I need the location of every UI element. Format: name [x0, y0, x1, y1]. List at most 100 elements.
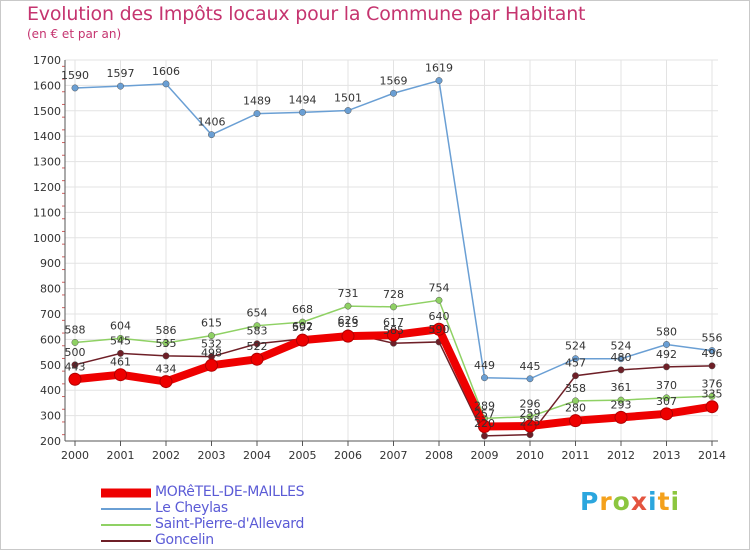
data-label: 457 — [565, 357, 586, 370]
data-label: 524 — [565, 340, 586, 353]
data-label: 307 — [656, 395, 677, 408]
y-tick-label: 900 — [40, 257, 61, 270]
data-point — [663, 363, 670, 371]
data-label: 1606 — [152, 65, 180, 78]
data-label: 280 — [565, 402, 586, 415]
data-label: 522 — [247, 340, 268, 353]
data-label: 524 — [611, 340, 632, 353]
data-label: 586 — [156, 324, 177, 337]
data-point — [117, 334, 124, 342]
data-label: 580 — [656, 325, 677, 338]
data-label: 597 — [292, 321, 313, 334]
data-label: 434 — [156, 363, 177, 376]
x-tick-label: 2004 — [243, 449, 271, 462]
x-tick-label: 2003 — [198, 449, 226, 462]
data-label: 545 — [110, 334, 131, 347]
data-point — [708, 362, 716, 370]
data-point — [663, 341, 670, 348]
data-label: 1406 — [198, 116, 226, 129]
data-label: 1597 — [107, 67, 135, 80]
data-label: 461 — [110, 356, 131, 369]
data-label: 588 — [65, 323, 86, 336]
data-label: 480 — [611, 351, 632, 364]
data-label: 585 — [383, 324, 404, 337]
data-label: 613 — [338, 317, 359, 330]
data-label: 259 — [520, 407, 541, 420]
legend-label: MORêTEL-DE-MAILLES — [155, 484, 305, 500]
data-point — [159, 375, 173, 389]
data-point — [572, 397, 579, 405]
data-label: 361 — [611, 381, 632, 394]
data-label: 358 — [565, 382, 586, 395]
y-tick-label: 1200 — [33, 181, 61, 194]
data-label: 535 — [156, 337, 177, 350]
data-point — [569, 414, 582, 428]
data-point — [663, 394, 670, 402]
data-label: 583 — [247, 325, 268, 338]
x-tick-label: 2000 — [61, 449, 89, 462]
x-tick-label: 2007 — [380, 449, 408, 462]
data-point — [617, 396, 625, 404]
data-point — [390, 89, 397, 97]
x-tick-label: 2006 — [334, 449, 362, 462]
data-point — [481, 432, 488, 440]
data-label: 445 — [520, 360, 541, 373]
data-point — [208, 131, 215, 139]
y-tick-label: 800 — [40, 283, 61, 296]
data-point — [68, 372, 82, 386]
y-tick-label: 1300 — [33, 156, 61, 169]
data-point — [117, 349, 124, 357]
data-label: 728 — [383, 288, 404, 301]
data-point — [296, 333, 309, 347]
y-tick-label: 1700 — [33, 54, 61, 67]
y-tick-label: 700 — [40, 308, 61, 321]
x-tick-label: 2001 — [107, 449, 135, 462]
data-point — [481, 374, 488, 382]
data-point — [71, 338, 79, 346]
y-tick-label: 1400 — [33, 130, 61, 143]
x-tick-label: 2013 — [653, 449, 681, 462]
chart-title: Evolution des Impôts locaux pour la Comm… — [27, 3, 586, 25]
data-point — [162, 80, 170, 88]
data-point — [523, 419, 537, 433]
data-point — [617, 366, 625, 374]
x-tick-label: 2014 — [698, 449, 726, 462]
data-point — [344, 107, 352, 114]
x-tick-label: 2009 — [471, 449, 499, 462]
x-tick-label: 2012 — [607, 449, 635, 462]
legend-label: Le Cheylas — [155, 500, 228, 516]
data-label: 289 — [474, 399, 495, 412]
legend-label: Goncelin — [155, 532, 214, 548]
data-point — [71, 361, 79, 369]
data-label: 602 — [292, 320, 313, 333]
data-label: 449 — [474, 359, 495, 372]
legend-label: Saint-Pierre-d'Allevard — [155, 516, 305, 532]
data-point — [117, 82, 124, 90]
y-tick-label: 1500 — [33, 105, 61, 118]
y-tick-label: 500 — [40, 359, 61, 372]
data-label: 220 — [474, 417, 495, 430]
data-label: 590 — [429, 323, 450, 336]
data-point — [708, 347, 716, 355]
data-label: 604 — [110, 319, 131, 332]
data-label: 731 — [338, 287, 359, 300]
x-tick-label: 2011 — [562, 449, 590, 462]
data-point — [253, 110, 261, 118]
data-label: 556 — [702, 332, 723, 345]
data-point — [250, 352, 264, 366]
data-label: 668 — [292, 303, 313, 316]
data-point — [208, 332, 215, 340]
data-label: 615 — [201, 317, 222, 330]
y-tick-label: 1000 — [33, 232, 61, 245]
legend-swatch — [101, 488, 151, 498]
data-label: 376 — [702, 377, 723, 390]
data-label: 257 — [474, 408, 495, 421]
data-label: 492 — [656, 348, 677, 361]
data-label: 754 — [429, 281, 450, 294]
data-point — [435, 296, 443, 304]
data-label: 654 — [247, 307, 268, 320]
data-point — [705, 400, 719, 414]
data-label: 335 — [702, 388, 723, 401]
data-point — [387, 328, 400, 342]
